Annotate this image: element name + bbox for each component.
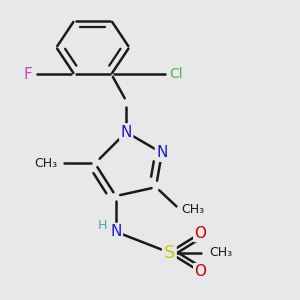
Text: CH₃: CH₃ (209, 246, 232, 259)
Text: Cl: Cl (169, 67, 183, 81)
Text: CH₃: CH₃ (35, 157, 58, 170)
Text: H: H (98, 219, 107, 232)
Text: CH₃: CH₃ (181, 203, 204, 216)
Text: O: O (194, 264, 206, 279)
Text: N: N (121, 125, 132, 140)
Text: O: O (194, 226, 206, 241)
Text: S: S (164, 244, 175, 262)
Text: N: N (110, 224, 122, 239)
Text: F: F (24, 67, 33, 82)
Text: N: N (156, 146, 168, 160)
